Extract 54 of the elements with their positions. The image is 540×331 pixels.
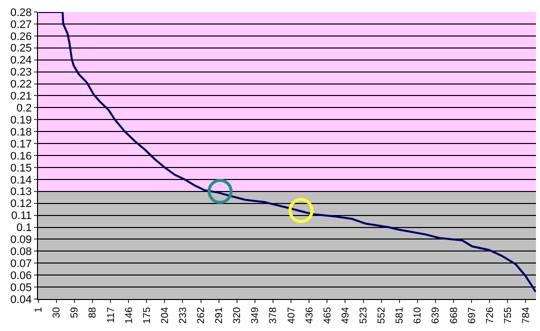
x-tick-label: 175 (142, 306, 153, 324)
x-tick-label: 320 (232, 306, 244, 324)
y-tick-label: 0.25 (10, 42, 32, 55)
x-tick-label: 204 (160, 306, 171, 324)
x-tick-label: 581 (394, 306, 406, 324)
y-tick-label: 0.12 (10, 198, 32, 210)
y-tick-label: 0.05 (10, 282, 32, 294)
y-tick-label: 0.07 (10, 258, 32, 270)
x-tick-label: 262 (196, 306, 208, 324)
y-tick-label: 0.28 (10, 6, 32, 19)
y-tick-label: 0.18 (10, 126, 32, 138)
x-tick-label: 552 (376, 306, 388, 324)
x-tick-label: 465 (322, 306, 334, 324)
x-tick-label: 30 (52, 306, 63, 318)
x-tick-label: 291 (214, 306, 226, 324)
x-tick-label: 407 (286, 306, 298, 324)
y-tick-label: 0.17 (10, 138, 32, 150)
y-tick-label: 0.22 (10, 78, 32, 91)
x-tick-label: 436 (304, 306, 316, 324)
x-tick-label: 59 (70, 306, 81, 318)
x-tick-label: 146 (124, 306, 135, 324)
y-tick-label: 0.09 (10, 234, 32, 246)
x-tick-label: 639 (430, 306, 442, 324)
x-tick-label: 1 (34, 306, 45, 313)
y-tick-label: 0.15 (10, 162, 32, 174)
y-tick-label: 0.1 (16, 222, 32, 234)
y-tick-label: 0.13 (10, 186, 32, 198)
x-tick-label: 494 (340, 306, 352, 324)
x-tick-label: 117 (106, 306, 117, 323)
y-tick-label: 0.27 (10, 18, 32, 31)
y-tick-label: 0.21 (10, 90, 32, 103)
y-tick-label: 0.19 (10, 114, 32, 126)
y-tick-label: 0.06 (10, 270, 32, 282)
x-tick-label: 233 (178, 306, 189, 324)
y-tick-label: 0.08 (10, 246, 32, 258)
line-series (38, 12, 536, 293)
x-tick-label: 610 (412, 306, 424, 324)
y-tick-label: 0.26 (10, 30, 32, 43)
x-tick-label: 523 (358, 306, 370, 324)
x-tick-label: 726 (484, 306, 496, 324)
x-tick-label: 349 (250, 306, 262, 324)
x-tick-label: 784 (520, 306, 532, 324)
x-tick-label: 755 (502, 306, 514, 324)
y-tick-label: 0.23 (10, 66, 32, 79)
x-tick-label: 88 (88, 306, 99, 318)
y-tick-label: 0.04 (10, 294, 32, 306)
y-tick-label: 0.14 (10, 174, 32, 186)
x-tick-label: 378 (268, 306, 280, 324)
y-tick-label: 0.16 (10, 150, 32, 162)
x-tick-label: 668 (448, 306, 460, 324)
y-tick-label: 0.24 (10, 54, 32, 67)
y-tick-label: 0.11 (11, 210, 32, 222)
x-tick-label: 697 (466, 306, 478, 324)
y-tick-label: 0.2 (16, 102, 32, 115)
